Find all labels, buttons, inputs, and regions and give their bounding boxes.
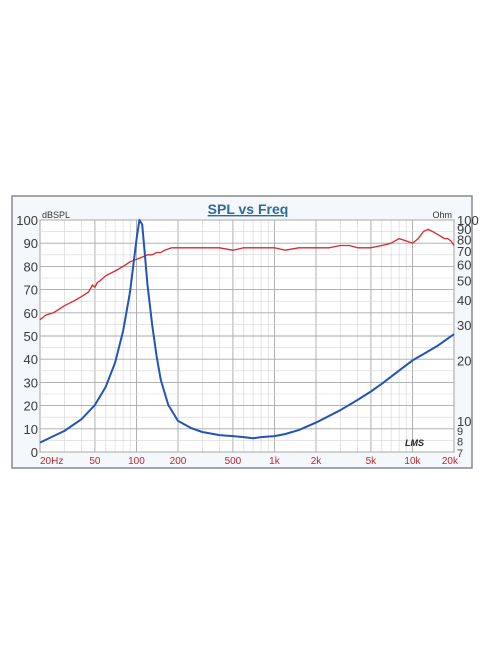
right-tick-label: 60: [457, 258, 471, 273]
left-axis-unit: dBSPL: [42, 210, 70, 220]
x-tick-label: 2k: [311, 456, 323, 467]
left-tick-label: 20: [24, 399, 38, 414]
right-tick-label: 30: [457, 318, 471, 333]
left-tick-label: 60: [24, 306, 38, 321]
x-tick-label: 200: [170, 456, 187, 467]
left-tick-label: 50: [24, 329, 38, 344]
right-tick-label: 10: [457, 414, 471, 429]
x-tick-label: 100: [128, 456, 145, 467]
x-tick-label: 10k: [404, 456, 421, 467]
right-tick-label: 8: [457, 436, 463, 448]
right-axis-unit: Ohm: [432, 210, 452, 220]
left-tick-label: 10: [24, 422, 38, 437]
x-tick-label: 500: [225, 456, 242, 467]
left-tick-label: 40: [24, 352, 38, 367]
right-tick-label: 90: [457, 222, 471, 237]
right-tick-label: 50: [457, 273, 471, 288]
right-tick-label: 7: [457, 448, 463, 460]
left-axis-ticks: 0 10 20 30 40 50 60 70 80 90 100: [16, 213, 38, 460]
right-tick-label: 70: [457, 244, 471, 259]
left-tick-label: 30: [24, 375, 38, 390]
left-tick-label: 80: [24, 259, 38, 274]
x-tick-label: 5k: [366, 456, 378, 467]
right-tick-label: 40: [457, 293, 471, 308]
spl-curve: [39, 228, 455, 321]
right-tick-label: 80: [457, 232, 471, 247]
impedance-curve: [39, 219, 455, 444]
series-layer: [39, 219, 455, 444]
left-tick-label: 90: [24, 236, 38, 251]
chart-title: SPL vs Freq: [208, 201, 289, 217]
x-tick-label: 20k: [442, 456, 459, 467]
x-tick-label: 1k: [269, 456, 281, 467]
lms-watermark: LMS: [405, 438, 424, 448]
grid: [39, 219, 455, 453]
left-tick-label: 70: [24, 283, 38, 298]
right-tick-label: 100: [457, 213, 479, 228]
left-tick-label: 0: [31, 445, 38, 460]
right-tick-label: 9: [457, 426, 463, 438]
x-axis-ticks: 20Hz 50 100 200 500 1k 2k 5k 10k 20k: [40, 456, 459, 467]
left-tick-label: 100: [16, 213, 38, 228]
x-tick-label: 20Hz: [40, 456, 63, 467]
right-tick-label: 20: [457, 353, 471, 368]
x-tick-label: 50: [89, 456, 101, 467]
